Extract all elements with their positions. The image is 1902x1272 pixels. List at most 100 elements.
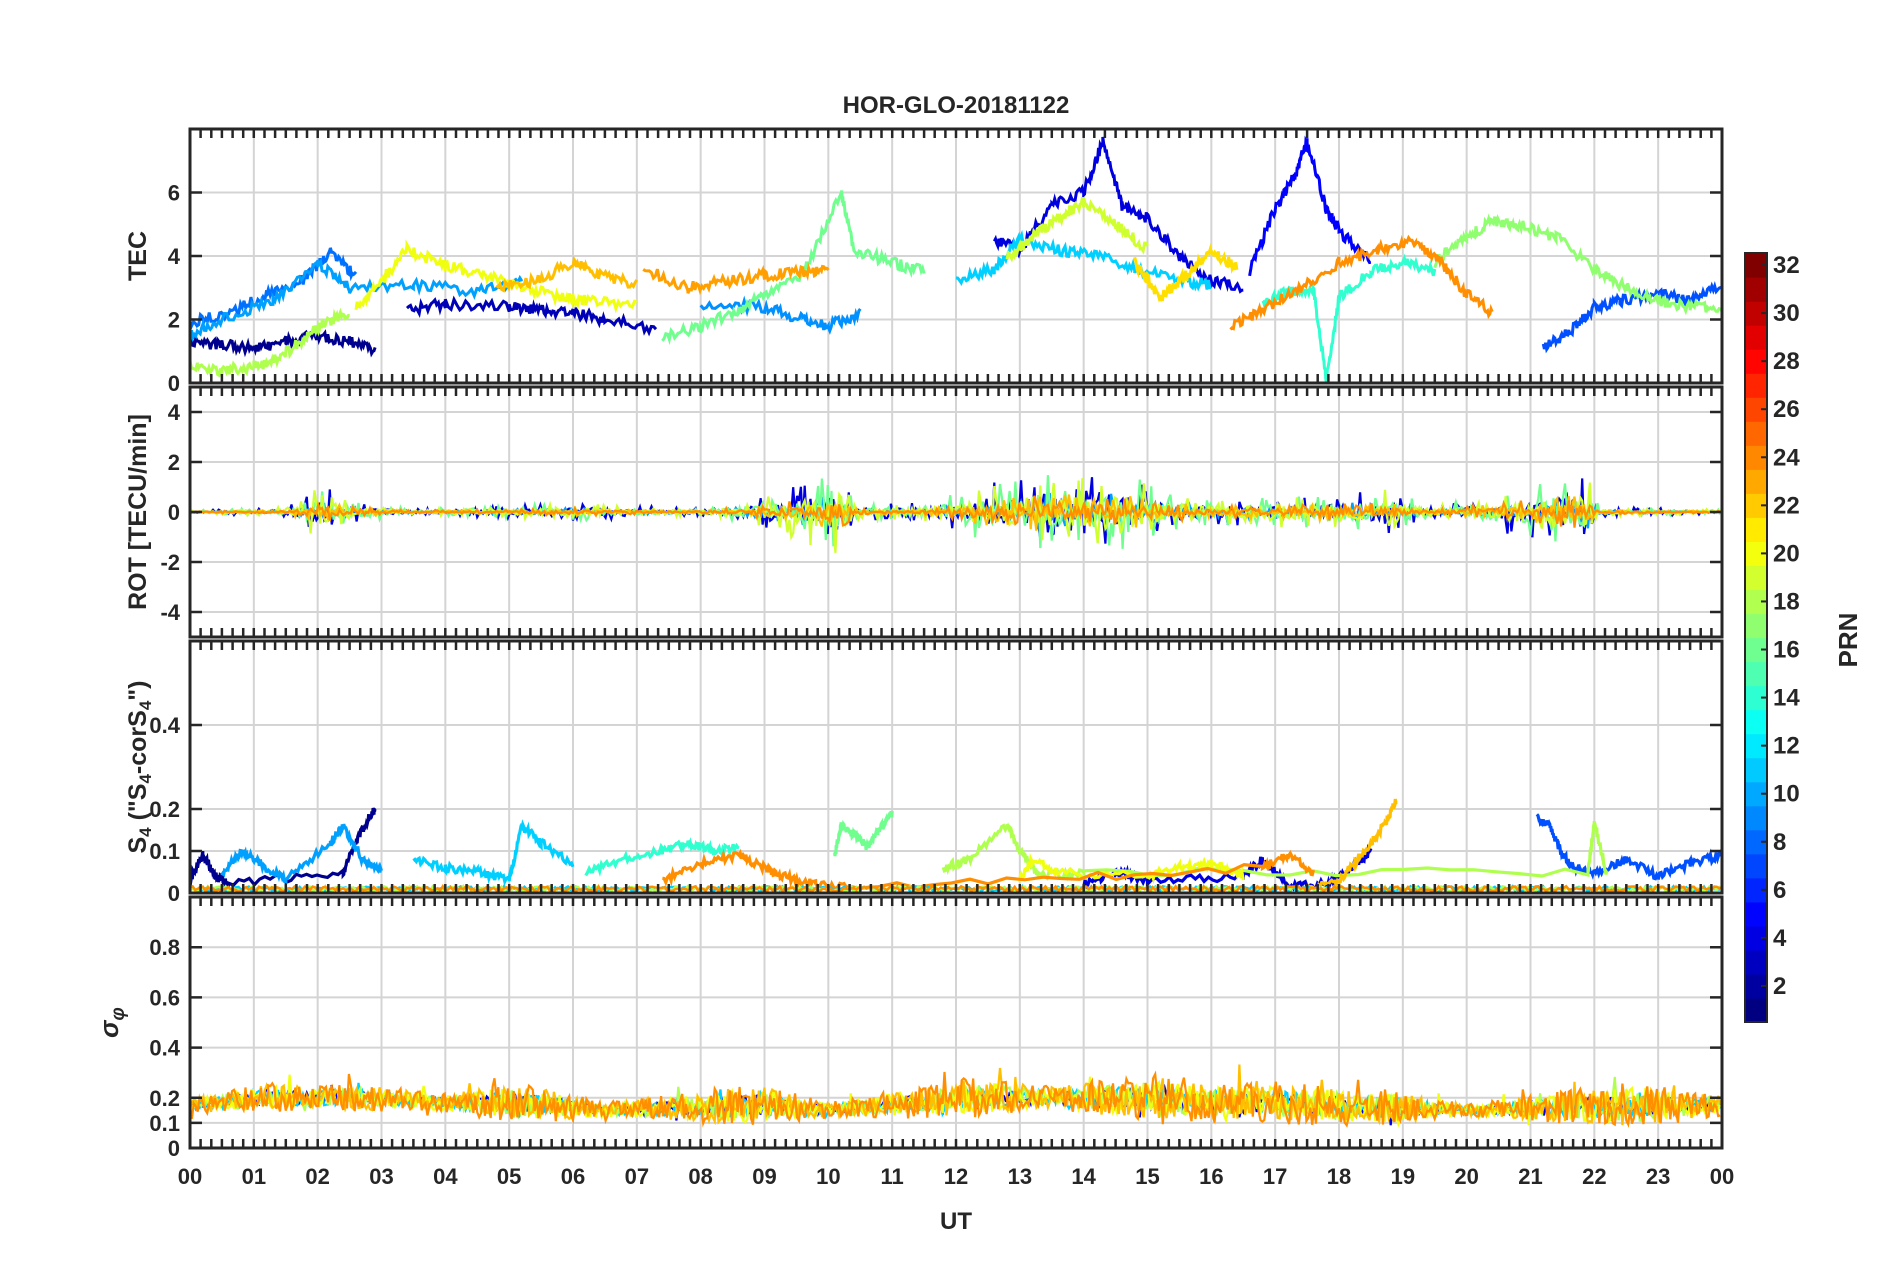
- x-tick-label: 08: [688, 1164, 712, 1189]
- s4-y-tick-label: 0.2: [149, 797, 180, 822]
- colorbar-swatch: [1745, 565, 1767, 591]
- colorbar-swatch: [1745, 781, 1767, 807]
- colorbar-swatch: [1745, 949, 1767, 975]
- tec-series-prn-24: [1229, 234, 1494, 331]
- colorbar-swatch: [1745, 397, 1767, 422]
- x-tick-label: 17: [1263, 1164, 1287, 1189]
- x-tick-label: 21: [1518, 1164, 1542, 1189]
- colorbar-swatch: [1745, 541, 1767, 567]
- colorbar-tick-label: 12: [1773, 733, 1800, 760]
- colorbar-tick-label: 14: [1773, 685, 1800, 712]
- rot-y-tick-label: -4: [160, 600, 180, 625]
- x-tick-label: 07: [625, 1164, 649, 1189]
- tec-series-prn-19: [1005, 197, 1149, 263]
- tec-series-prn-4: [1248, 135, 1372, 277]
- colorbar-swatch: [1745, 829, 1767, 855]
- colorbar-swatch: [1745, 733, 1767, 759]
- s4-series-prn-6: [1535, 813, 1722, 881]
- colorbar-swatch: [1745, 445, 1767, 470]
- x-tick-label: 14: [1071, 1164, 1096, 1189]
- tec-series-prn-11: [955, 229, 1212, 292]
- tec-series-prn-22: [495, 255, 639, 293]
- tec-series-prn-21: [1133, 243, 1239, 303]
- x-tick-label: 23: [1646, 1164, 1670, 1189]
- x-axis-label: UT: [940, 1208, 972, 1235]
- colorbar-swatch: [1745, 493, 1767, 518]
- colorbar-swatch: [1745, 661, 1767, 687]
- x-tick-label: 15: [1135, 1164, 1159, 1189]
- s4-series-prn-18: [941, 821, 1609, 882]
- tec-series-prn-23: [642, 262, 830, 296]
- s4-series-prn-22: [1305, 798, 1398, 892]
- sigma_phi-y-tick-label: 0.4: [149, 1036, 180, 1061]
- colorbar-swatch: [1745, 277, 1767, 302]
- colorbar-swatch: [1745, 469, 1767, 494]
- tec-series-prn-8: [699, 295, 862, 335]
- colorbar-swatch: [1745, 925, 1767, 951]
- sigma_phi-y-axis-label: σφ: [94, 1007, 129, 1038]
- tec-plot-area: [190, 135, 1722, 383]
- colorbar-tick-label: 22: [1773, 492, 1800, 519]
- colorbar-swatch: [1745, 637, 1767, 663]
- sigma_phi-y-tick-label: 0.6: [149, 985, 180, 1010]
- tec-series-prn-2: [405, 295, 658, 337]
- colorbar-swatch: [1745, 613, 1767, 639]
- rot-y-tick-label: 4: [168, 400, 181, 425]
- colorbar-swatch: [1745, 685, 1767, 711]
- x-tick-label: 02: [305, 1164, 329, 1189]
- colorbar-swatch: [1745, 709, 1767, 735]
- colorbar-tick-label: 4: [1773, 925, 1787, 952]
- x-tick-label: 04: [433, 1164, 458, 1189]
- panel-rot: -4 -2 0 2 4 ROT [TECU/min]: [124, 385, 1724, 639]
- tec-y-tick-label: 4: [168, 244, 181, 269]
- s4-series-prn-14: [584, 837, 740, 877]
- colorbar-swatch: [1745, 805, 1767, 831]
- sigma_phi-y-tick-label: 0.2: [149, 1086, 180, 1111]
- colorbar-frame: [1744, 252, 1768, 1023]
- colorbar-swatch: [1745, 997, 1767, 1023]
- rot-x-ticks: [188, 387, 1724, 637]
- rot-plot-area: [190, 475, 1722, 553]
- x-tick-label: 06: [561, 1164, 585, 1189]
- s4-series-prn-9: [220, 823, 384, 884]
- tec-y-tick-label: 6: [168, 181, 180, 206]
- sigma_phi-y-ticks: [190, 945, 1722, 1150]
- colorbar-swatch: [1745, 253, 1767, 278]
- x-tick-label: 00: [178, 1164, 202, 1189]
- tec-series-prn-20: [354, 239, 638, 314]
- s4-series-prn-11: [412, 819, 575, 887]
- panel-s4: 0 0.1 0.2 0.4S4 ("S4-corS4"): [124, 639, 1724, 906]
- s4-y-tick-label: 0.4: [149, 713, 180, 738]
- colorbar-tick-label: 26: [1773, 396, 1800, 423]
- s4-x-ticks: [188, 641, 1724, 893]
- tec-y-tick-label: 2: [168, 308, 180, 333]
- rot-y-ticks: [190, 410, 1722, 614]
- tec-y-axis-label: TEC: [124, 231, 152, 281]
- colorbar-swatch: [1745, 589, 1767, 615]
- x-tick-label: 05: [497, 1164, 521, 1189]
- tec-series-prn-1: [190, 329, 377, 358]
- colorbar-tick-label: 8: [1773, 829, 1786, 856]
- x-tick-label: 12: [944, 1164, 968, 1189]
- sigma_phi-y-tick-label: 0.1: [149, 1111, 180, 1136]
- s4-series-prn-20: [1018, 852, 1245, 885]
- x-tick-label: 10: [816, 1164, 840, 1189]
- tec-series-prn-18: [190, 307, 350, 378]
- x-tick-label: 01: [242, 1164, 266, 1189]
- colorbar-swatch: [1745, 877, 1767, 903]
- tec-series-prn-14: [1261, 253, 1437, 383]
- panel-sigma_phi: 00.10.2 0.4 0.6 0.8 σφ: [94, 895, 1724, 1161]
- rot-y-tick-label: 2: [168, 450, 180, 475]
- sigma_phi-plot-area: [190, 1064, 1722, 1128]
- colorbar-swatch: [1745, 325, 1767, 350]
- x-tick-label: 03: [369, 1164, 393, 1189]
- colorbar-swatch: [1745, 901, 1767, 927]
- tec-y-tick-label: 0: [168, 371, 180, 396]
- colorbar-tick-label: 2: [1773, 973, 1786, 1000]
- rot-y-axis-label: ROT [TECU/min]: [124, 414, 152, 610]
- tec-series-prn-9: [190, 258, 524, 343]
- s4-series-prn-24: [662, 848, 1316, 893]
